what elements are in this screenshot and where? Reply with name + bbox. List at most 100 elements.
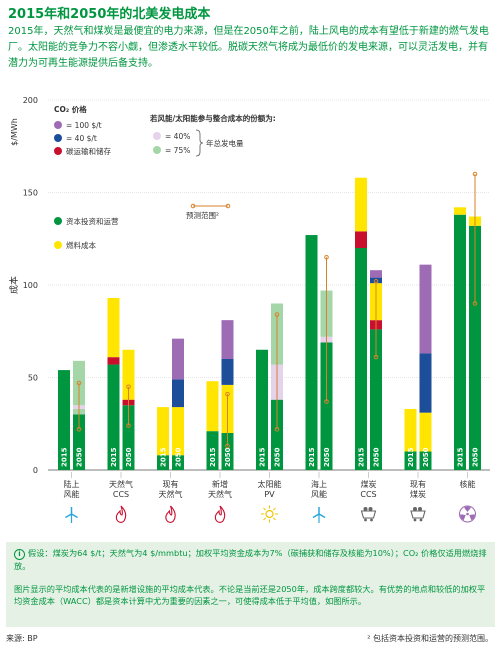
year-label: 2015 <box>358 447 366 467</box>
wind-turbine-icon <box>65 507 78 523</box>
cart-wheel <box>419 518 423 522</box>
coal-lump <box>368 507 373 511</box>
flame-shape <box>115 505 127 523</box>
coal-lump <box>418 507 422 511</box>
cart-body <box>360 510 377 519</box>
coal-cart-icon <box>410 507 426 522</box>
info-icon: i <box>14 549 25 560</box>
bar-segment-capex <box>271 399 283 470</box>
year-label: 2050 <box>224 447 232 467</box>
coal-lump <box>413 507 417 511</box>
legend-label-co2-40: = 40 $/t <box>66 134 97 143</box>
range-marker <box>472 301 478 306</box>
year-label: 2015 <box>407 447 415 467</box>
cart-wheel <box>413 518 417 522</box>
year-label: 2050 <box>175 447 183 467</box>
range-marker <box>274 427 280 432</box>
range-marker <box>126 384 131 390</box>
bar-segment-fuel <box>172 407 184 456</box>
bar-segment-capex <box>370 329 382 470</box>
bar-segment-capex <box>157 455 169 470</box>
intro-text: 2015年，天然气和煤炭是最便宜的电力来源，但是在2050年之前，陆上风电的成本… <box>8 26 489 69</box>
legend-swatch-share-40 <box>153 132 161 140</box>
range-marker <box>126 423 131 428</box>
category-label: 核能 <box>460 479 476 489</box>
assumption-box: i 假设：煤炭为64 $/t；天然气为4 $/mmbtu；加权平均资金成本为7%（… <box>6 542 495 627</box>
bar-segment-fuel <box>355 177 367 232</box>
radiation-center <box>466 512 469 516</box>
category-label: 风能 <box>311 489 327 499</box>
year-label: 2015 <box>457 447 465 467</box>
bar-segment-co2_40 <box>419 353 432 413</box>
legend-swatch-share-75 <box>153 146 161 154</box>
category-label: 煤炭 <box>361 479 377 489</box>
radiation-blade <box>460 514 466 521</box>
category-label: 风能 <box>64 489 80 499</box>
bar-segment-transport <box>107 357 120 365</box>
bar-segment-capex <box>256 349 268 470</box>
year-label: 2015 <box>61 447 69 467</box>
legend-brace <box>195 129 204 157</box>
year-label: 2015 <box>110 447 118 467</box>
bar-segment-co2_100 <box>419 264 432 354</box>
coal-cart-icon <box>360 507 377 522</box>
category-label: 天然气 <box>159 489 183 499</box>
sun-ray <box>263 517 266 521</box>
range-marker <box>373 354 379 360</box>
year-label: 2050 <box>125 447 133 467</box>
legend-swatch-fuel <box>54 241 62 249</box>
radiation-icon <box>459 505 476 523</box>
radiation-blade <box>469 514 475 521</box>
source-text: 来源: BP <box>6 634 38 643</box>
legend-label-range: 预测范围² <box>186 210 219 220</box>
cart-wheel <box>370 518 373 522</box>
legend-range-marker <box>190 203 196 209</box>
year-label: 2015 <box>160 447 168 467</box>
bar-segment-fuel <box>107 297 120 358</box>
category-label: 现有 <box>410 479 426 489</box>
bar-segment-capex <box>419 451 432 470</box>
range-marker <box>274 312 280 317</box>
year-label: 2050 <box>274 447 282 467</box>
assumption-note: i 假设：煤炭为64 $/t；天然气为4 $/mmbtu；加权平均资金成本为7%（… <box>14 547 489 572</box>
legend-range-marker <box>225 203 231 209</box>
legend-swatch-co2-100 <box>54 121 62 129</box>
wind-turbine-icon <box>312 507 326 523</box>
footnote-text: ² 包括资本投资和运营的预测范围。 <box>367 634 493 643</box>
cart-body <box>410 510 426 519</box>
legend-label-share-75: = 75% <box>165 146 190 155</box>
radiation-ring <box>459 505 476 523</box>
bar-segment-capex <box>469 225 481 470</box>
bar-segment-fuel <box>454 207 466 215</box>
sun-ray <box>273 507 276 511</box>
legend-label-co2-100: = 100 $/t <box>66 121 102 130</box>
legend-label-share-40: = 40% <box>165 132 190 141</box>
y-tick-label: 150 <box>23 189 38 198</box>
bar-segment-capex <box>172 455 184 470</box>
bar-segment-co2_40 <box>172 379 184 408</box>
bar-segment-fuel <box>122 349 135 400</box>
category-label: CCS <box>113 490 129 499</box>
bar-segment-fuel <box>404 408 417 452</box>
year-label: 2015 <box>209 447 217 467</box>
bar-segment-transport <box>355 231 367 248</box>
y-axis-label: 成本 <box>8 276 20 294</box>
legend-swatch-capex <box>54 217 62 225</box>
sun-core <box>265 509 274 519</box>
year-label: 2015 <box>308 447 316 467</box>
bar-segment-capex <box>73 414 85 470</box>
range-marker <box>472 171 478 177</box>
bar-segment-capex <box>122 405 135 470</box>
category-label: 太阳能 <box>258 479 282 489</box>
bar-segment-capex <box>454 214 466 470</box>
year-label: 2050 <box>422 447 430 467</box>
sun-ray <box>263 507 266 511</box>
range-marker <box>225 391 230 397</box>
legend-label-fuel: 燃料成本 <box>66 240 96 250</box>
legend-swatch-co2-40 <box>54 134 62 142</box>
flame-shape <box>165 505 176 523</box>
category-label: 海上 <box>311 479 327 489</box>
radiation-blade <box>464 506 471 512</box>
category-label: 陆上 <box>64 479 80 489</box>
legend-swatch-transport <box>54 147 62 155</box>
